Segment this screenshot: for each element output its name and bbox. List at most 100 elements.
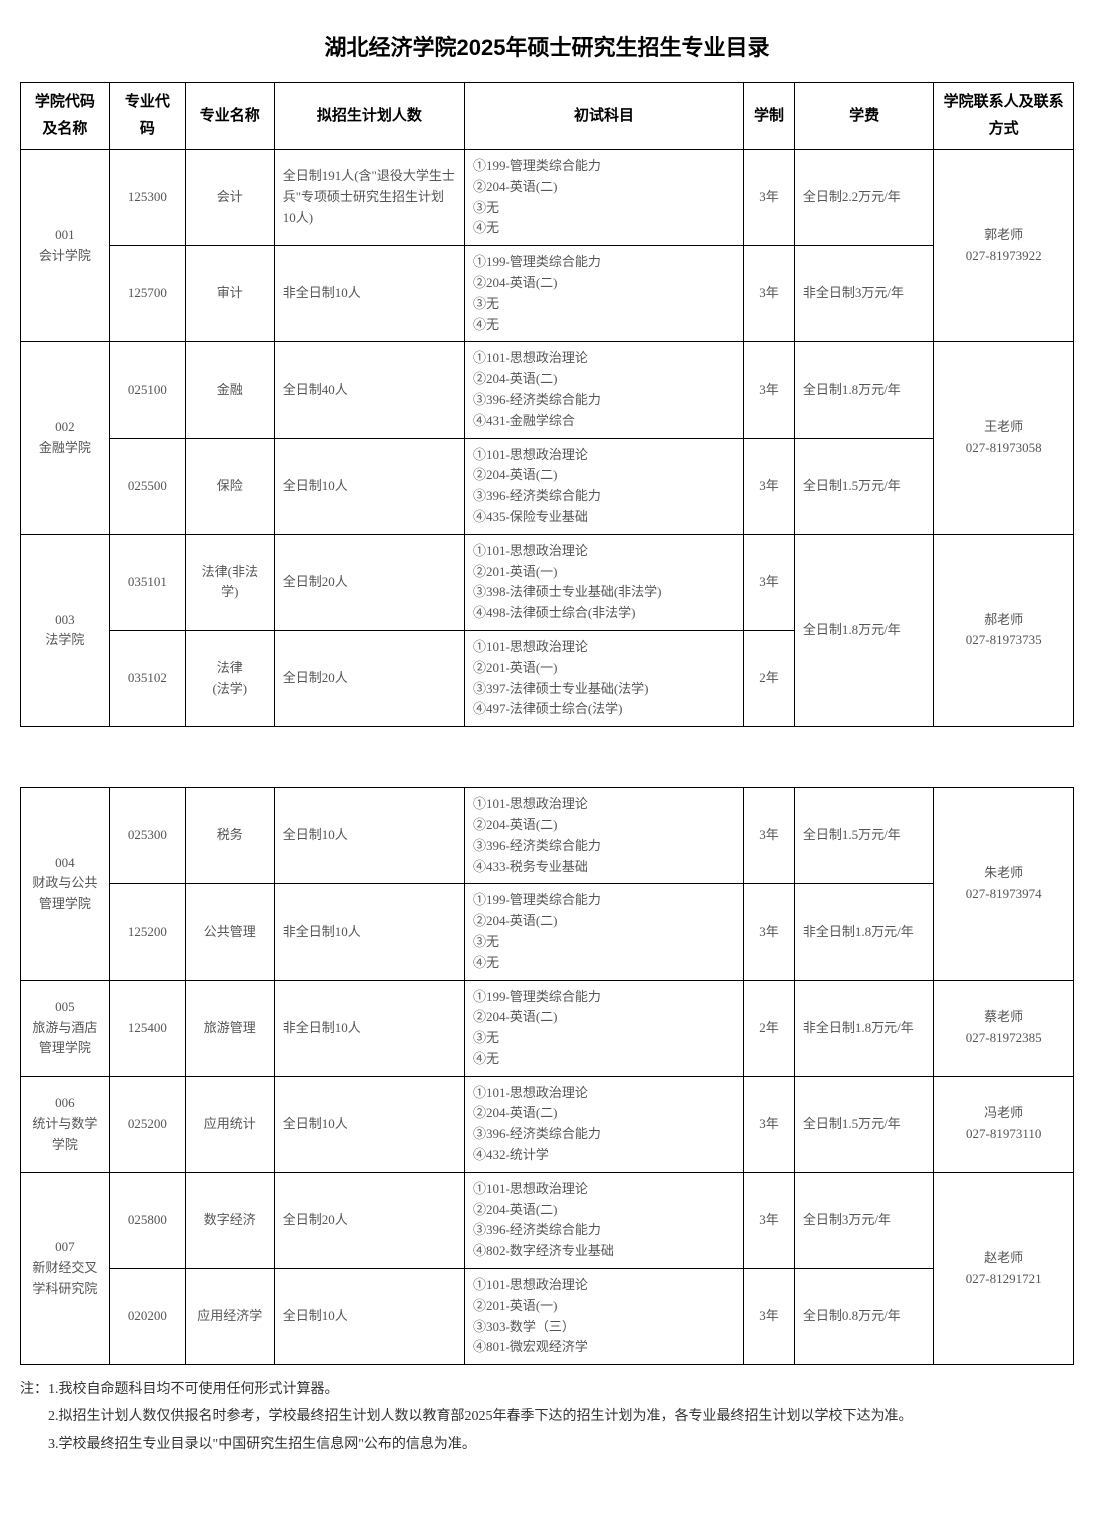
th-dept: 学院代码及名称 xyxy=(21,83,110,150)
cell-major-code: 025200 xyxy=(109,1076,185,1172)
table-row: 002金融学院025100金融全日制40人①101-思想政治理论②204-英语(… xyxy=(21,342,1074,438)
cell-major-code: 025500 xyxy=(109,438,185,534)
cell-major-name: 法律(非法学) xyxy=(185,534,274,630)
cell-plan: 全日制20人 xyxy=(274,1172,464,1268)
page-title: 湖北经济学院2025年硕士研究生招生专业目录 xyxy=(20,30,1074,62)
cell-exam: ①101-思想政治理论②204-英语(二)③396-经济类综合能力④433-税务… xyxy=(465,788,744,884)
cell-exam: ①101-思想政治理论②204-英语(二)③396-经济类综合能力④435-保险… xyxy=(465,438,744,534)
table-row: 001会计学院125300会计全日制191人(含"退役大学生士兵"专项硕士研究生… xyxy=(21,150,1074,246)
table-row: 003法学院035101法律(非法学)全日制20人①101-思想政治理论②201… xyxy=(21,534,1074,630)
cell-major-code: 035101 xyxy=(109,534,185,630)
cell-years: 3年 xyxy=(744,150,795,246)
cell-fee: 非全日制3万元/年 xyxy=(794,246,934,342)
th-plan: 拟招生计划人数 xyxy=(274,83,464,150)
cell-years: 2年 xyxy=(744,630,795,726)
th-exam: 初试科目 xyxy=(465,83,744,150)
table-row: 005旅游与酒店管理学院125400旅游管理非全日制10人①199-管理类综合能… xyxy=(21,980,1074,1076)
cell-exam: ①199-管理类综合能力②204-英语(二)③无④无 xyxy=(465,884,744,980)
cell-fee: 非全日制1.8万元/年 xyxy=(794,980,934,1076)
cell-dept: 005旅游与酒店管理学院 xyxy=(21,980,110,1076)
cell-years: 3年 xyxy=(744,884,795,980)
cell-major-code: 025300 xyxy=(109,788,185,884)
admissions-table-2: 004财政与公共管理学院025300税务全日制10人①101-思想政治理论②20… xyxy=(20,787,1074,1365)
cell-plan: 全日制10人 xyxy=(274,1269,464,1365)
cell-major-name: 税务 xyxy=(185,788,274,884)
cell-exam: ①199-管理类综合能力②204-英语(二)③无④无 xyxy=(465,246,744,342)
cell-fee: 全日制1.8万元/年 xyxy=(794,342,934,438)
cell-plan: 全日制10人 xyxy=(274,1076,464,1172)
cell-exam: ①199-管理类综合能力②204-英语(二)③无④无 xyxy=(465,150,744,246)
cell-major-name: 应用经济学 xyxy=(185,1269,274,1365)
cell-dept: 003法学院 xyxy=(21,534,110,726)
cell-major-name: 公共管理 xyxy=(185,884,274,980)
cell-fee: 全日制1.8万元/年 xyxy=(794,534,934,726)
cell-contact: 蔡老师027-81972385 xyxy=(934,980,1074,1076)
cell-fee: 非全日制1.8万元/年 xyxy=(794,884,934,980)
header-row: 学院代码及名称 专业代码 专业名称 拟招生计划人数 初试科目 学制 学费 学院联… xyxy=(21,83,1074,150)
cell-major-code: 125200 xyxy=(109,884,185,980)
cell-major-name: 保险 xyxy=(185,438,274,534)
cell-contact: 王老师027-81973058 xyxy=(934,342,1074,534)
cell-major-name: 金融 xyxy=(185,342,274,438)
table-gap xyxy=(20,727,1074,787)
cell-contact: 冯老师027-81973110 xyxy=(934,1076,1074,1172)
note-1: 注：1.我校自命题科目均不可使用任何形式计算器。 xyxy=(20,1377,1074,1402)
cell-fee: 全日制1.5万元/年 xyxy=(794,1076,934,1172)
cell-dept: 001会计学院 xyxy=(21,150,110,342)
notes-section: 注：1.我校自命题科目均不可使用任何形式计算器。 2.拟招生计划人数仅供报名时参… xyxy=(20,1377,1074,1457)
cell-fee: 全日制3万元/年 xyxy=(794,1172,934,1268)
table-row: 020200应用经济学全日制10人①101-思想政治理论②201-英语(一)③3… xyxy=(21,1269,1074,1365)
cell-major-code: 025100 xyxy=(109,342,185,438)
th-fee: 学费 xyxy=(794,83,934,150)
cell-plan: 全日制10人 xyxy=(274,788,464,884)
cell-major-code: 025800 xyxy=(109,1172,185,1268)
cell-fee: 全日制1.5万元/年 xyxy=(794,438,934,534)
cell-years: 3年 xyxy=(744,1172,795,1268)
cell-dept: 002金融学院 xyxy=(21,342,110,534)
cell-contact: 赵老师027-81291721 xyxy=(934,1172,1074,1364)
cell-exam: ①101-思想政治理论②201-英语(一)③397-法律硕士专业基础(法学)④4… xyxy=(465,630,744,726)
cell-contact: 郭老师027-81973922 xyxy=(934,150,1074,342)
note-2: 2.拟招生计划人数仅供报名时参考，学校最终招生计划人数以教育部2025年春季下达… xyxy=(20,1404,1074,1429)
cell-years: 3年 xyxy=(744,1269,795,1365)
cell-contact: 郝老师027-81973735 xyxy=(934,534,1074,726)
cell-fee: 全日制2.2万元/年 xyxy=(794,150,934,246)
cell-major-code: 125700 xyxy=(109,246,185,342)
th-contact: 学院联系人及联系方式 xyxy=(934,83,1074,150)
cell-major-name: 会计 xyxy=(185,150,274,246)
table-row: 004财政与公共管理学院025300税务全日制10人①101-思想政治理论②20… xyxy=(21,788,1074,884)
cell-exam: ①199-管理类综合能力②204-英语(二)③无④无 xyxy=(465,980,744,1076)
cell-major-name: 审计 xyxy=(185,246,274,342)
cell-years: 3年 xyxy=(744,438,795,534)
cell-years: 3年 xyxy=(744,1076,795,1172)
table-row: 006统计与数学学院025200应用统计全日制10人①101-思想政治理论②20… xyxy=(21,1076,1074,1172)
cell-years: 3年 xyxy=(744,246,795,342)
cell-major-code: 020200 xyxy=(109,1269,185,1365)
cell-years: 3年 xyxy=(744,534,795,630)
cell-plan: 非全日制10人 xyxy=(274,884,464,980)
th-majorcode: 专业代码 xyxy=(109,83,185,150)
cell-dept: 004财政与公共管理学院 xyxy=(21,788,110,980)
cell-dept: 006统计与数学学院 xyxy=(21,1076,110,1172)
cell-plan: 非全日制10人 xyxy=(274,246,464,342)
th-majorname: 专业名称 xyxy=(185,83,274,150)
table-row: 007新财经交叉学科研究院025800数字经济全日制20人①101-思想政治理论… xyxy=(21,1172,1074,1268)
th-years: 学制 xyxy=(744,83,795,150)
cell-plan: 非全日制10人 xyxy=(274,980,464,1076)
cell-fee: 全日制1.5万元/年 xyxy=(794,788,934,884)
cell-major-name: 数字经济 xyxy=(185,1172,274,1268)
table-row: 125200公共管理非全日制10人①199-管理类综合能力②204-英语(二)③… xyxy=(21,884,1074,980)
cell-years: 3年 xyxy=(744,788,795,884)
cell-major-name: 应用统计 xyxy=(185,1076,274,1172)
table-row: 125700审计非全日制10人①199-管理类综合能力②204-英语(二)③无④… xyxy=(21,246,1074,342)
cell-major-name: 旅游管理 xyxy=(185,980,274,1076)
admissions-table-1: 学院代码及名称 专业代码 专业名称 拟招生计划人数 初试科目 学制 学费 学院联… xyxy=(20,82,1074,727)
cell-exam: ①101-思想政治理论②201-英语(一)③303-数学（三）④801-微宏观经… xyxy=(465,1269,744,1365)
cell-plan: 全日制191人(含"退役大学生士兵"专项硕士研究生招生计划10人) xyxy=(274,150,464,246)
cell-dept: 007新财经交叉学科研究院 xyxy=(21,1172,110,1364)
cell-years: 2年 xyxy=(744,980,795,1076)
cell-plan: 全日制40人 xyxy=(274,342,464,438)
cell-major-code: 035102 xyxy=(109,630,185,726)
cell-exam: ①101-思想政治理论②204-英语(二)③396-经济类综合能力④432-统计… xyxy=(465,1076,744,1172)
cell-exam: ①101-思想政治理论②204-英语(二)③396-经济类综合能力④802-数字… xyxy=(465,1172,744,1268)
